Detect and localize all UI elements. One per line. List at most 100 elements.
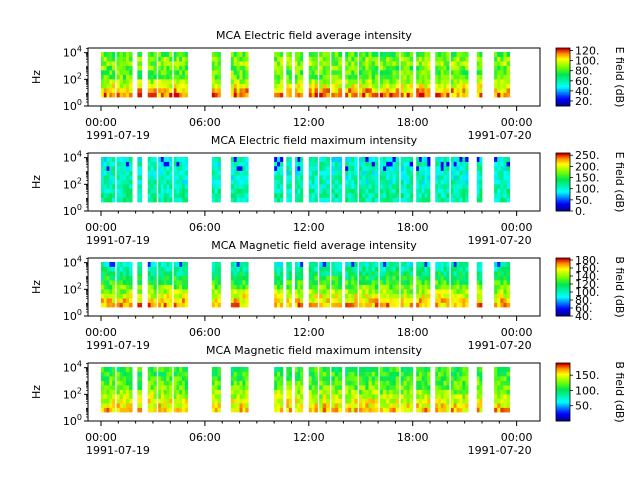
spectrogram-cell [359,65,363,71]
colorbar-step [556,367,570,370]
spectrogram-cell [236,302,240,308]
spectrogram-cell [158,280,162,285]
spectrogram-cell [245,92,249,98]
spectrogram-cell [286,79,290,84]
spectrogram-cell [242,394,246,399]
spectrogram-cell [277,293,281,299]
spectrogram-cell [163,184,167,189]
spectrogram-cell [359,289,363,294]
spectrogram-cell [438,371,442,377]
spectrogram-cell [386,52,390,57]
colorbar-step [556,58,570,60]
spectrogram-cell [362,92,366,98]
spectrogram-cell [494,298,498,303]
spectrogram-cell [277,56,281,62]
spectrogram-cell [294,170,298,176]
spectrogram-cell [245,385,249,390]
spectrogram-cell [106,166,110,171]
spectrogram-cell [418,367,423,372]
spectrogram-cell [406,302,411,308]
spectrogram-cell [112,157,116,162]
spectrogram-cell [173,407,177,413]
spectrogram-cell [345,284,349,290]
spectrogram-cell [109,52,113,57]
spectrogram-cell [236,389,240,395]
spectrogram-cell [137,88,143,93]
spectrogram-cell [294,371,298,377]
spectrogram-cell [274,284,278,290]
spectrogram-cell [359,380,363,386]
spectrogram-cell [421,394,425,399]
spectrogram-cell [236,197,240,203]
spectrogram-cell [106,389,110,395]
spectrogram-cell [400,79,405,84]
spectrogram-cell [288,83,292,89]
spectrogram-cell [494,179,498,185]
spectrogram-cell [236,293,240,299]
spectrogram-cell [116,61,121,66]
spectrogram-cell [297,52,301,57]
spectrogram-cell [294,266,298,272]
spectrogram-cell [288,157,292,162]
spectrogram-cell [359,275,363,281]
spectrogram-cell [158,289,162,294]
spectrogram-cell [308,266,313,272]
spectrogram-cell [446,284,450,290]
spectrogram-cell [368,367,373,372]
spectrogram-cell [137,166,143,171]
y-tick-label: 102 [63,176,82,191]
spectrogram-cell [389,394,393,399]
spectrogram-cell [103,166,107,171]
colorbar-step [556,308,570,311]
spectrogram-cell [365,293,369,299]
spectrogram-cell [182,179,186,185]
spectrogram-cell [494,161,498,167]
spectrogram-cell [497,293,501,299]
spectrogram-cell [239,70,243,75]
spectrogram-cell [279,385,284,390]
spectrogram-cell [365,56,369,62]
spectrogram-cell [182,193,186,198]
spectrogram-cell [311,170,315,176]
spectrogram-cell [179,175,183,180]
spectrogram-cell [245,197,249,203]
colorbar-step [556,406,570,409]
spectrogram-cell [392,271,397,276]
spectrogram-cell [368,403,373,408]
spectrogram-cell [179,380,183,386]
spectrogram-cell [147,74,152,80]
spectrogram-cell [368,88,373,93]
spectrogram-cell [125,394,130,399]
spectrogram-cell [500,56,504,62]
spectrogram-cell [169,184,173,189]
spectrogram-cell [230,380,235,386]
spectrogram-cell [362,193,366,198]
spectrogram-cell [116,298,121,303]
spectrogram-cell [331,298,336,303]
spectrogram-cell [169,193,173,198]
spectrogram-cell [116,407,121,413]
x-tick-label: 18:00 [397,326,429,339]
spectrogram-cell [112,193,116,198]
spectrogram-cell [326,166,330,171]
spectrogram-cell [389,184,393,189]
spectrogram-cell [409,293,414,299]
spectrogram-cell [147,298,152,303]
spectrogram-cell [158,74,162,80]
spectrogram-cell [421,302,425,308]
spectrogram-cell [456,188,460,194]
spectrogram-cell [179,166,183,171]
spectrogram-cell [345,298,349,303]
spectrogram-cell [418,275,423,281]
x-tick-label: 18:00 [397,221,429,234]
spectrogram-cell [100,394,105,399]
colorbar-step [556,157,570,160]
spectrogram-cell [274,371,278,377]
spectrogram-cell [176,52,180,57]
spectrogram-cell [182,298,186,303]
spectrogram-cell [116,389,121,395]
spectrogram-cell [326,262,330,267]
spectrogram-cell [308,83,313,89]
spectrogram-cell [427,389,431,395]
spectrogram-cell [334,380,339,386]
